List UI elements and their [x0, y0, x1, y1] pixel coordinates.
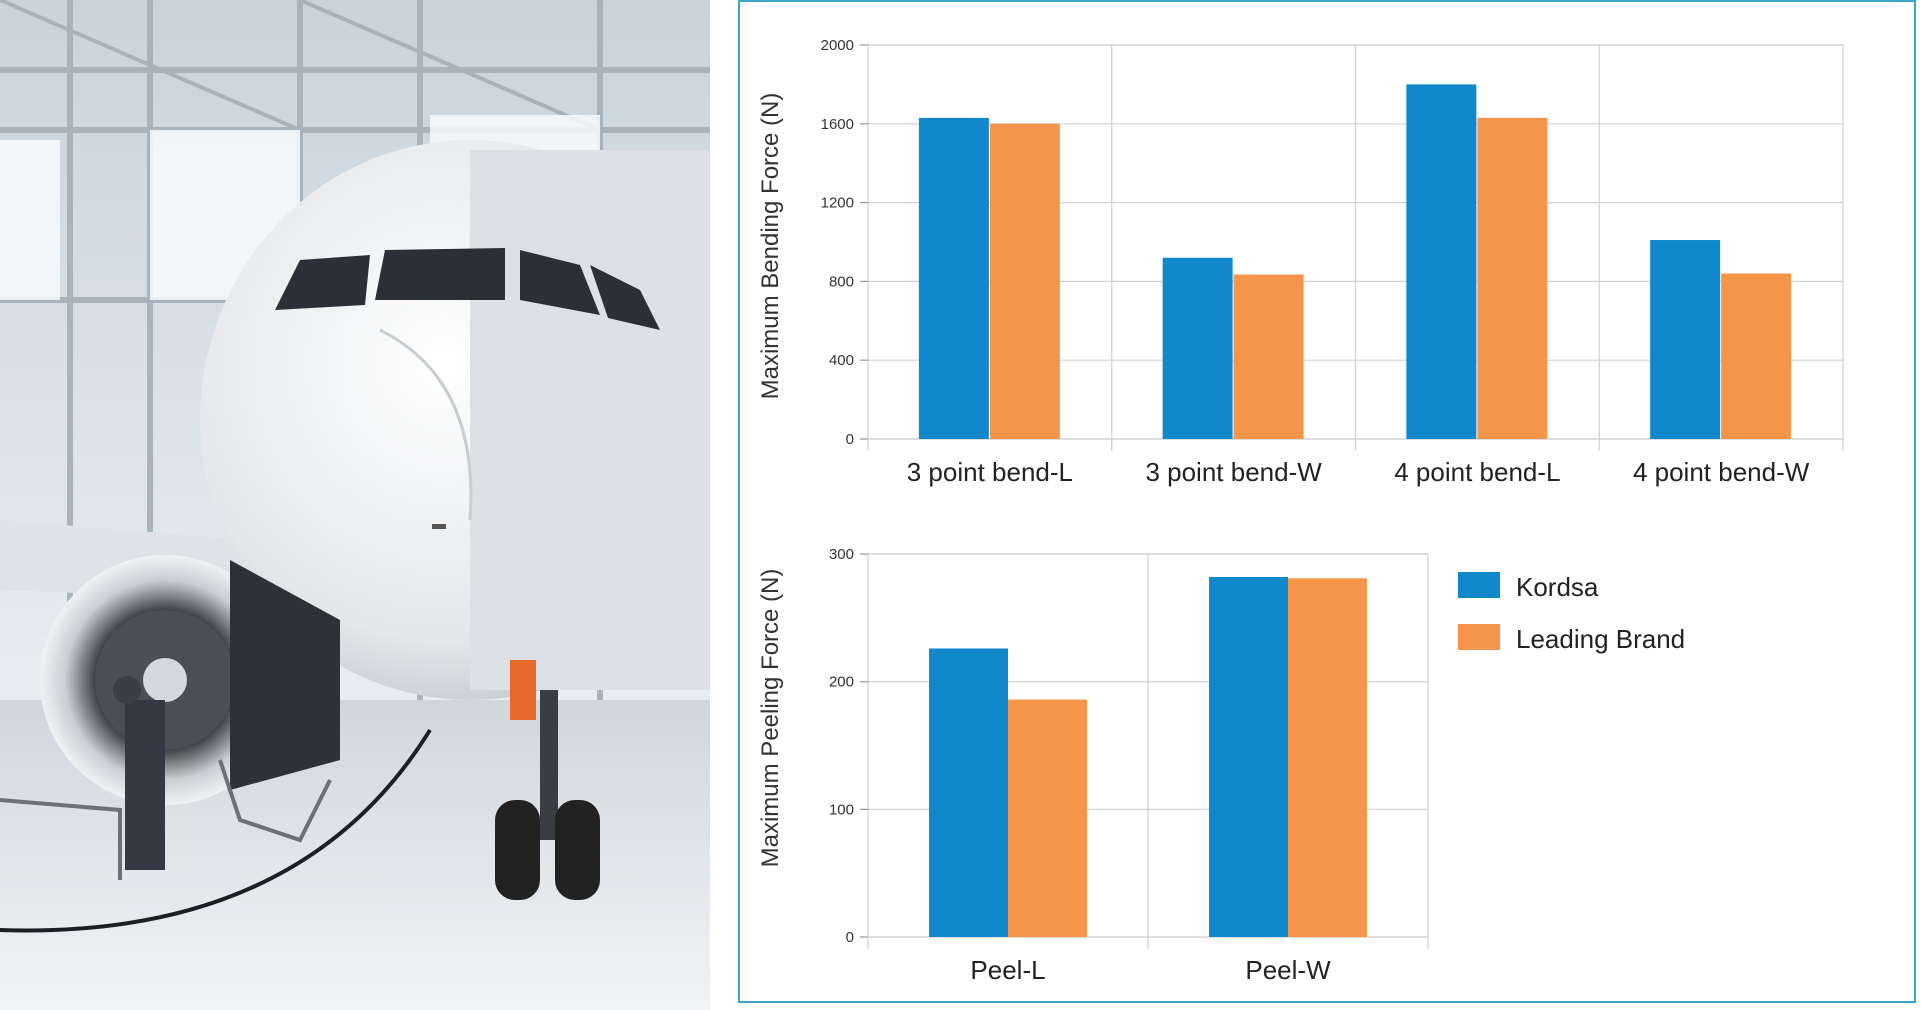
peeling-y-axis-title: Maximum Peeling Force (N) — [757, 569, 784, 868]
y-tick-label: 100 — [829, 801, 854, 818]
bar-leading-brand-peel-w — [1288, 578, 1367, 937]
chart-legend: Kordsa Leading Brand — [1458, 572, 1685, 654]
bar-kordsa-peel-w — [1209, 576, 1288, 937]
y-tick-label: 300 — [829, 546, 854, 563]
bending-bars — [918, 84, 1792, 440]
y-tick-label: 200 — [829, 674, 854, 691]
bar-kordsa-3-point-bend-l — [918, 117, 989, 439]
bar-leading-brand-peel-l — [1008, 699, 1087, 937]
bar-kordsa-peel-l — [929, 648, 1008, 937]
y-tick-label: 400 — [829, 352, 854, 369]
peeling-bars — [929, 576, 1367, 937]
bar-kordsa-4-point-bend-w — [1650, 240, 1721, 439]
bar-kordsa-3-point-bend-w — [1162, 257, 1233, 439]
x-category-label: 3 point bend-L — [907, 457, 1073, 487]
peeling-x-categories: Peel-L Peel-W — [970, 955, 1331, 985]
y-tick-label: 2000 — [821, 37, 854, 54]
legend-swatch-leading-brand — [1458, 624, 1500, 650]
bar-leading-brand-4-point-bend-l — [1477, 117, 1548, 439]
legend-label-leading-brand: Leading Brand — [1516, 624, 1685, 654]
bending-y-axis-title: Maximum Bending Force (N) — [757, 93, 784, 400]
airplane-hangar-photo — [0, 0, 710, 1010]
y-tick-label: 0 — [846, 929, 854, 946]
peeling-y-ticks: 0 100 200 300 — [829, 546, 854, 946]
bar-leading-brand-3-point-bend-l — [989, 123, 1060, 440]
y-tick-label: 800 — [829, 273, 854, 290]
bar-leading-brand-4-point-bend-w — [1721, 273, 1792, 439]
charts-panel: 0 400 800 1200 1600 2000 3 point bend-L 3 poin… — [738, 0, 1916, 1003]
x-category-label: 4 point bend-L — [1394, 457, 1560, 487]
bar-leading-brand-3-point-bend-w — [1233, 274, 1304, 439]
y-tick-label: 1200 — [821, 195, 854, 212]
legend-label-kordsa: Kordsa — [1516, 572, 1599, 602]
bending-x-categories: 3 point bend-L 3 point bend-W 4 point bend… — [907, 457, 1810, 487]
y-tick-label: 0 — [846, 431, 854, 448]
bar-kordsa-4-point-bend-l — [1406, 84, 1477, 440]
x-category-label: Peel-W — [1245, 955, 1331, 985]
x-category-label: 3 point bend-W — [1145, 457, 1322, 487]
x-category-label: Peel-L — [970, 955, 1045, 985]
airplane-hangar-illustration — [0, 0, 710, 1010]
legend-swatch-kordsa — [1458, 572, 1500, 598]
x-category-label: 4 point bend-W — [1633, 457, 1810, 487]
y-tick-label: 1600 — [821, 116, 854, 133]
peeling-force-chart: 0 100 200 300 Peel-L Peel-W Maximum Peeling … — [757, 546, 1429, 985]
bending-y-ticks: 0 400 800 1200 1600 2000 — [821, 37, 854, 448]
